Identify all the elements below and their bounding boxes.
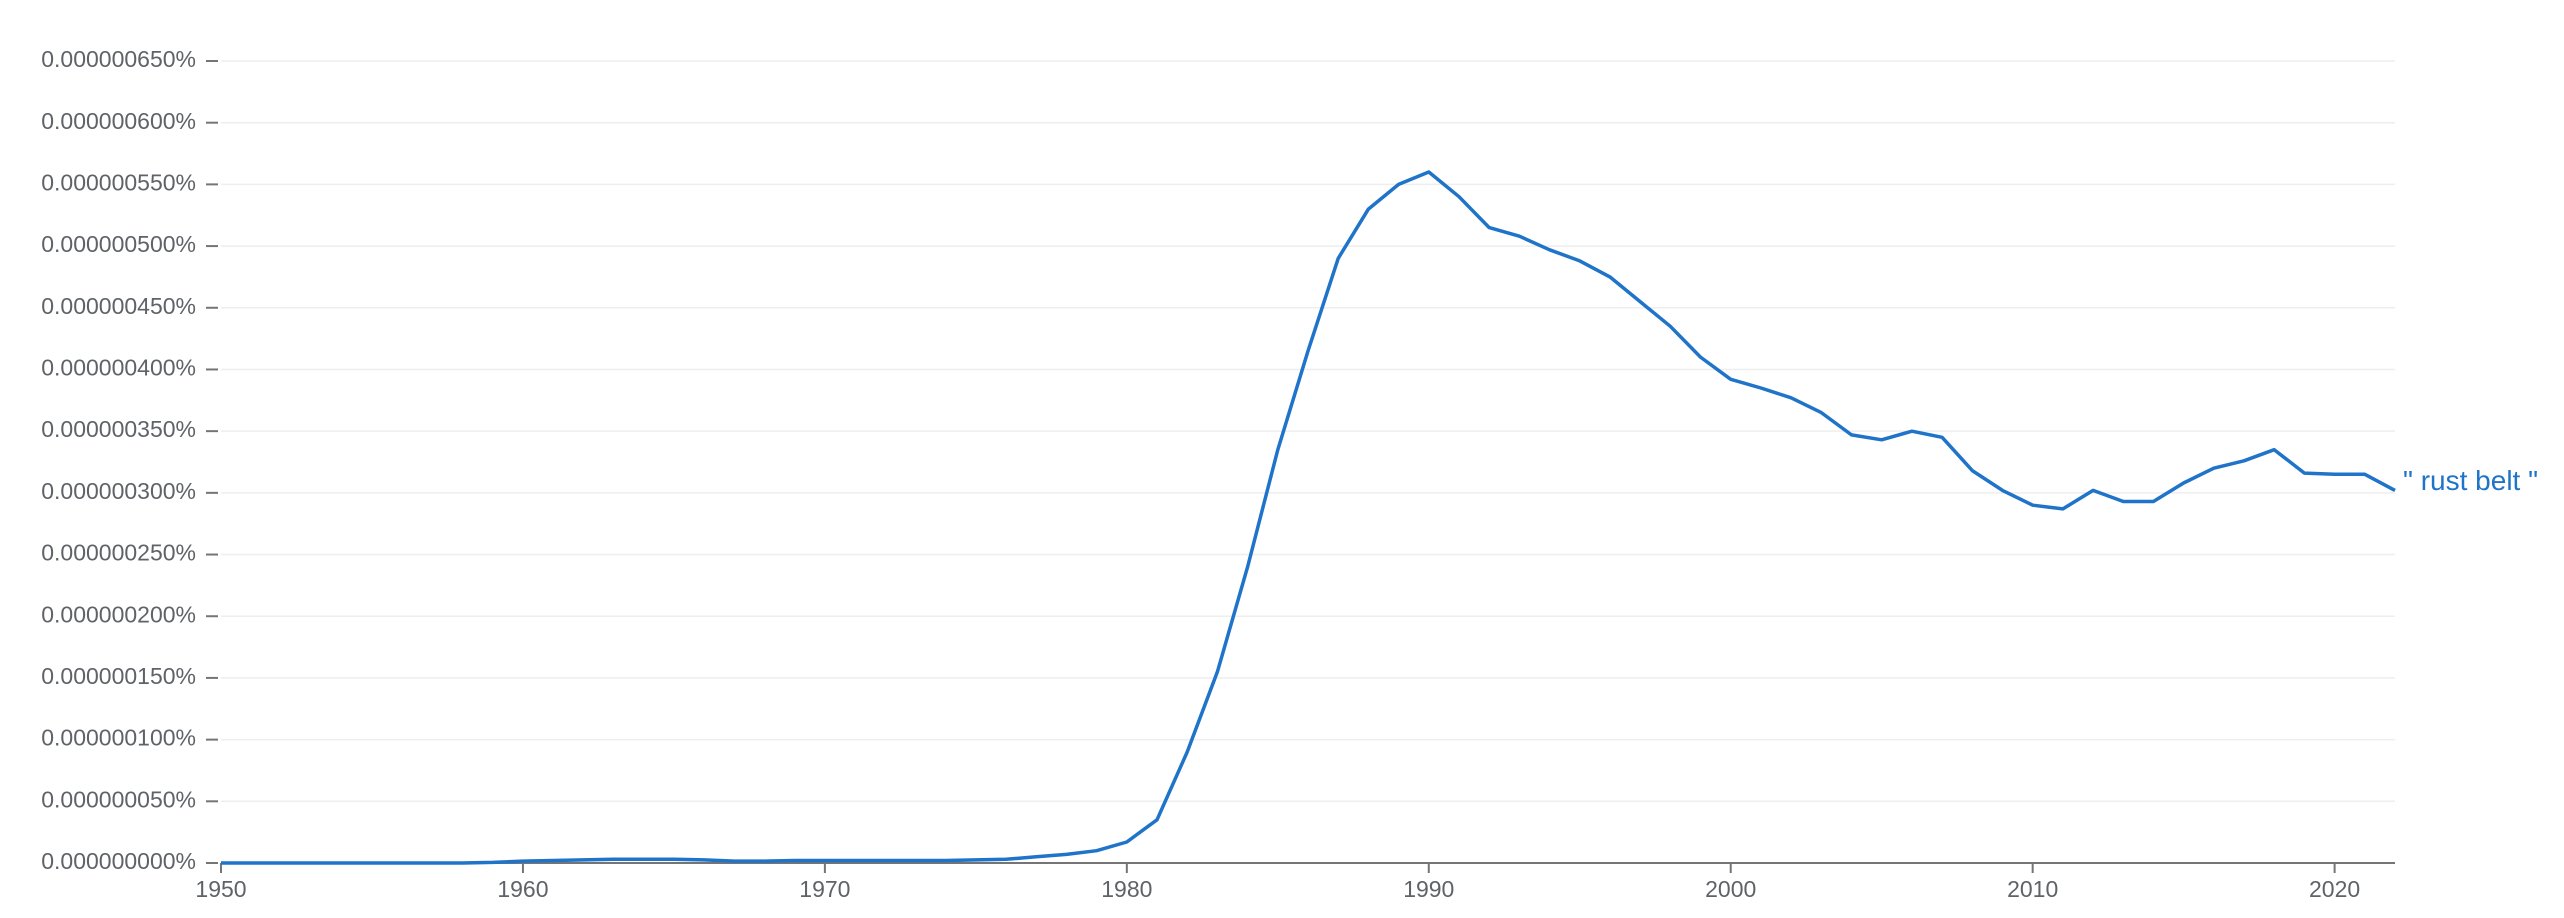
x-tick-label: 2020 xyxy=(2309,876,2360,902)
series-label: " rust belt " xyxy=(2403,465,2538,496)
series-line xyxy=(221,170,2396,865)
x-tick-label: 1960 xyxy=(497,876,548,902)
x-tick-label: 2010 xyxy=(2007,876,2058,902)
x-tick-label: 2000 xyxy=(1705,876,1756,902)
x-tick-label: 1970 xyxy=(799,876,850,902)
y-tick-label: 0.000000500% xyxy=(41,231,196,257)
y-tick-label: 0.000000600% xyxy=(41,108,196,134)
x-tick-label: 1950 xyxy=(195,876,246,902)
y-tick-label: 0.000000200% xyxy=(41,601,196,627)
y-tick-label: 0.000000450% xyxy=(41,293,196,319)
y-tick-label: 0.000000150% xyxy=(41,663,196,689)
y-tick-label: 0.000000300% xyxy=(41,478,196,504)
y-tick-label: 0.000000350% xyxy=(41,416,196,442)
y-tick-label: 0.000000000% xyxy=(41,848,196,874)
y-tick-label: 0.000000650% xyxy=(41,46,196,72)
x-tick-label: 1980 xyxy=(1101,876,1152,902)
y-tick-label: 0.000000550% xyxy=(41,169,196,195)
y-tick-label: 0.000000050% xyxy=(41,786,196,812)
y-tick-label: 0.000000250% xyxy=(41,540,196,566)
y-tick-label: 0.000000100% xyxy=(41,725,196,751)
y-tick-label: 0.000000400% xyxy=(41,355,196,381)
x-tick-label: 1990 xyxy=(1403,876,1454,902)
